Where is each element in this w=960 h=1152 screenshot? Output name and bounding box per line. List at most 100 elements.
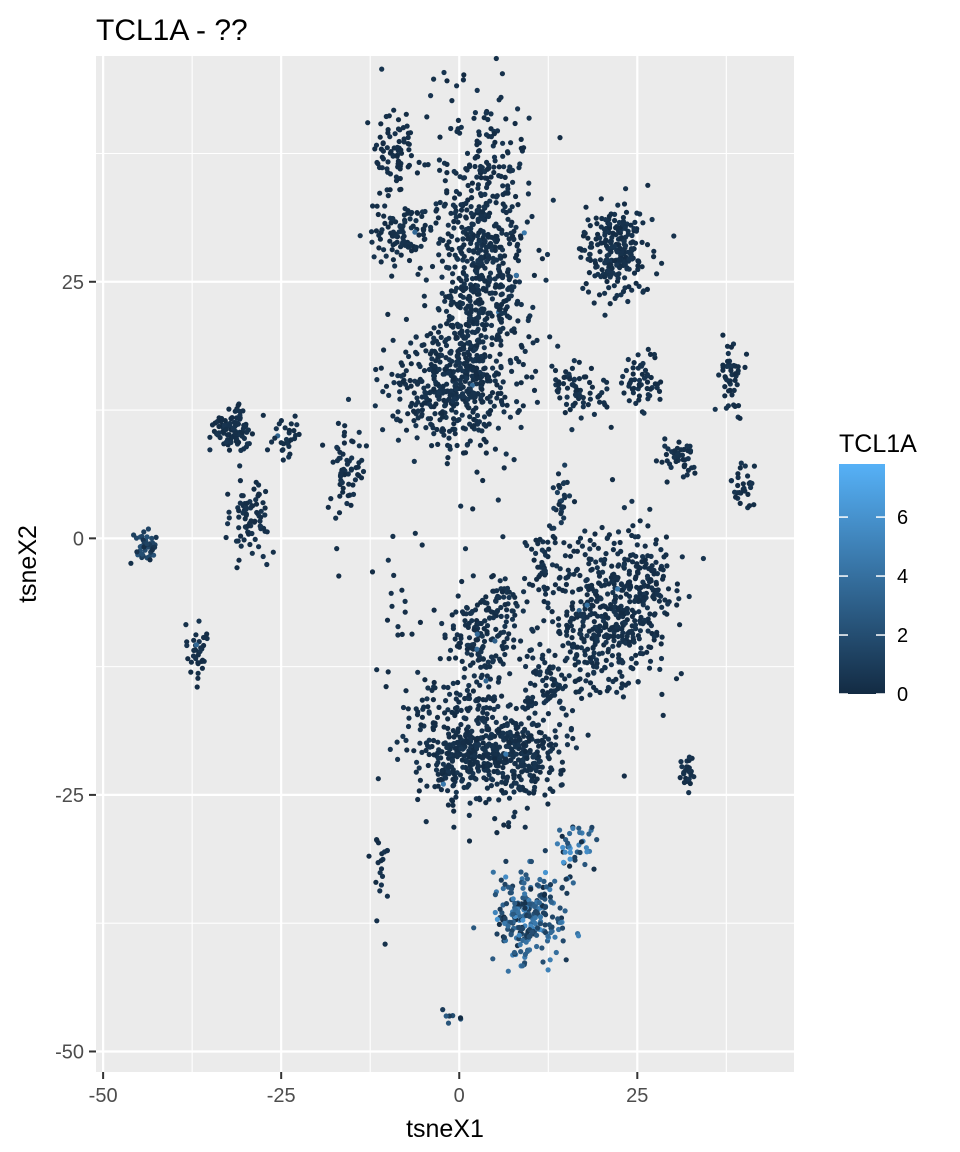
data-point [562,683,568,689]
data-point [674,588,680,594]
data-point [184,642,190,649]
data-point [677,775,683,781]
data-point [537,921,544,927]
data-point [249,530,255,537]
data-point [451,168,457,175]
data-point [587,612,593,618]
data-point [724,343,731,349]
data-point [552,582,559,588]
data-point [681,779,688,786]
data-point [728,344,735,350]
data-point [414,712,421,718]
data-point [572,854,578,861]
data-point [558,510,564,517]
data-point [434,426,440,433]
data-point [374,837,380,843]
data-point [492,139,498,145]
data-point [580,623,586,629]
data-point [494,781,500,787]
data-point [680,457,686,463]
data-point [224,432,230,438]
data-point [195,652,201,658]
data-point [391,107,397,113]
data-point [720,367,726,373]
data-point [482,365,488,371]
data-point [469,728,475,734]
data-point [679,764,685,770]
data-point [465,236,471,242]
data-point [474,679,480,685]
data-point [292,413,298,419]
data-point [494,395,500,401]
data-point [466,812,472,819]
data-point [593,215,599,221]
data-point [564,628,570,635]
data-point [439,258,445,264]
data-point [458,503,464,509]
data-point [526,334,532,340]
data-point [428,227,434,233]
data-point [560,706,567,712]
data-point [461,265,467,271]
data-point [595,394,601,400]
data-point [534,625,540,631]
data-point [571,499,578,505]
data-point [390,229,396,235]
data-point [502,715,508,721]
data-point [464,258,470,264]
data-point [389,247,395,253]
data-point [578,611,584,617]
data-point [591,684,597,691]
data-point [745,473,751,479]
data-point [458,286,465,292]
data-point [546,648,552,654]
data-point [478,247,484,253]
data-point [664,611,670,617]
data-point [564,632,570,638]
data-point [550,485,556,491]
data-point [482,217,488,223]
data-point [248,518,254,524]
data-point [346,481,352,487]
y-tick-label: -25 [55,785,84,807]
data-point [582,861,588,868]
data-point [473,300,479,306]
data-point [450,776,456,783]
data-point [534,399,541,405]
data-point [486,179,492,186]
data-point [671,233,677,239]
data-point [475,154,481,160]
data-point [535,722,542,728]
data-point [225,491,231,497]
data-point [644,286,651,292]
data-point [424,783,430,789]
data-point [562,553,569,559]
data-point [235,538,241,544]
data-point [622,262,628,268]
data-point [751,502,757,508]
data-point [459,778,465,784]
data-point [611,638,617,644]
data-point [377,190,383,196]
data-point [494,382,500,388]
data-point [464,366,470,373]
data-point [472,110,478,116]
data-point [483,110,489,116]
data-point [468,652,475,658]
data-point [542,848,548,854]
data-point [406,715,412,721]
data-point [453,789,459,795]
data-point [569,382,575,388]
data-point [441,203,447,209]
data-point [496,921,502,928]
data-point [665,601,671,607]
data-point [500,885,506,892]
data-point [440,426,446,432]
data-point [618,587,625,593]
data-point [522,905,528,911]
data-point [587,546,593,552]
data-point [436,390,442,396]
data-point [466,318,472,324]
data-point [738,460,744,466]
data-point [501,934,507,941]
